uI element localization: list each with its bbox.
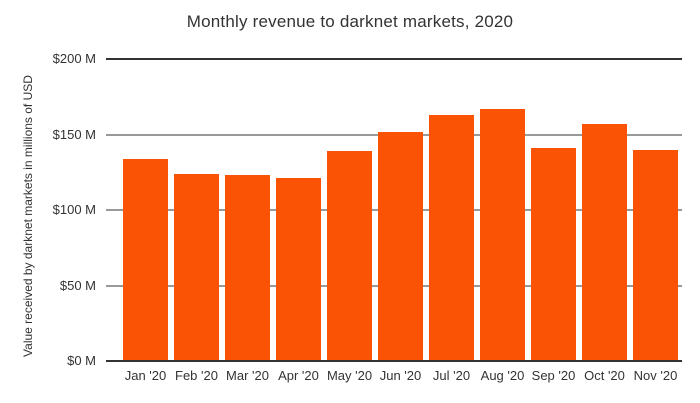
bar-mar20 bbox=[225, 175, 270, 361]
x-tick-label: Sep '20 bbox=[531, 368, 576, 383]
x-tick-label: Mar '20 bbox=[226, 368, 269, 383]
bar-jun20 bbox=[378, 131, 423, 361]
y-tick-label: $200 M bbox=[52, 51, 96, 66]
bar-nov20 bbox=[633, 149, 678, 361]
y-tick-label: $100 M bbox=[52, 202, 96, 217]
x-tick-label: Jan '20 bbox=[124, 368, 167, 383]
x-tick-label: Aug '20 bbox=[480, 368, 525, 383]
y-tick-label: $50 M bbox=[59, 278, 96, 293]
y-tick-label: $0 M bbox=[67, 353, 96, 368]
bar-apr20 bbox=[276, 178, 321, 361]
bar-jan20 bbox=[123, 158, 168, 361]
x-tick-label: Nov '20 bbox=[633, 368, 678, 383]
bar-aug20 bbox=[480, 108, 525, 361]
axis-line bbox=[106, 58, 682, 60]
x-tick-label: Feb '20 bbox=[175, 368, 218, 383]
plot-area bbox=[106, 58, 682, 362]
bar-oct20 bbox=[582, 123, 627, 361]
bar-may20 bbox=[327, 151, 372, 361]
chart-title: Monthly revenue to darknet markets, 2020 bbox=[186, 12, 514, 31]
x-tick-label: Oct '20 bbox=[584, 368, 625, 383]
x-tick-label: Jul '20 bbox=[432, 368, 471, 383]
bar-feb20 bbox=[174, 173, 219, 361]
y-tick-label: $150 M bbox=[52, 127, 96, 142]
x-tick-label: May '20 bbox=[326, 368, 373, 383]
x-tick-label: Apr '20 bbox=[278, 368, 319, 383]
bar-jul20 bbox=[429, 114, 474, 361]
axis-line bbox=[106, 360, 682, 362]
x-tick-label: Jun '20 bbox=[379, 368, 422, 383]
bar-sep20 bbox=[531, 148, 576, 361]
